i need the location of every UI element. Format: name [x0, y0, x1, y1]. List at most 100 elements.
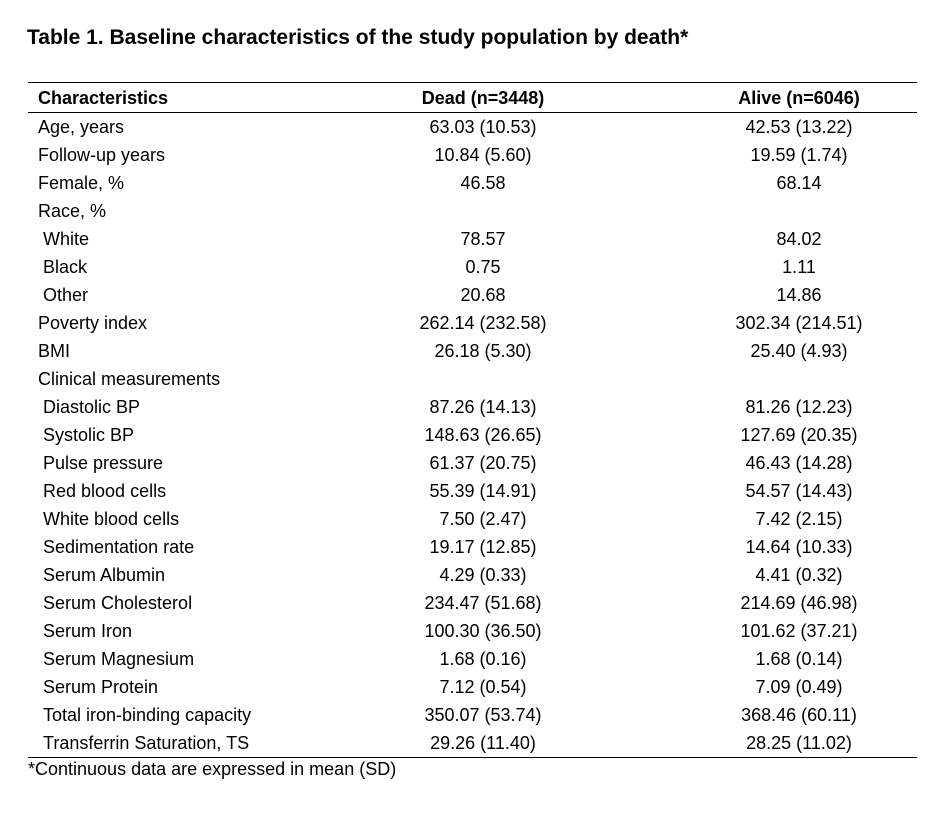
- table-body: Age, years 63.03 (10.53) 42.53 (13.22) Foll…: [28, 113, 917, 757]
- dead-value: 78.57: [460, 229, 506, 249]
- dead-value: 7.50 (2.47): [439, 509, 527, 529]
- row-label: Pulse pressure: [43, 453, 164, 473]
- table-row: Clinical measurements: [28, 365, 917, 393]
- dead-value: 55.39 (14.91): [429, 481, 537, 501]
- alive-value: 4.41 (0.32): [755, 565, 843, 585]
- dead-value: 26.18 (5.30): [434, 341, 532, 361]
- table-row: Sedimentation rate 19.17 (12.85) 14.64 (10…: [28, 533, 917, 561]
- alive-value: 214.69 (46.98): [740, 593, 858, 613]
- table-row: White 78.57 84.02: [28, 225, 917, 253]
- header-dead: Dead (n=3448): [421, 88, 545, 108]
- table-row: Poverty index 262.14 (232.58) 302.34 (214.…: [28, 309, 917, 337]
- dead-value: 10.84 (5.60): [434, 145, 532, 165]
- alive-value: 1.68 (0.14): [755, 649, 843, 669]
- table-row: Follow-up years 10.84 (5.60) 19.59 (1.74): [28, 141, 917, 169]
- table-row: Total iron-binding capacity 350.07 (53.74…: [28, 701, 917, 729]
- header-alive: Alive (n=6046): [738, 88, 860, 108]
- row-label: Serum Iron: [43, 621, 133, 641]
- row-label: Serum Cholesterol: [43, 593, 193, 613]
- table-header-rule: [28, 112, 917, 113]
- table-row: Serum Iron 100.30 (36.50) 101.62 (37.21): [28, 617, 917, 645]
- table-title: Table 1. Baseline characteristics of the…: [27, 26, 689, 49]
- dead-value: 350.07 (53.74): [424, 705, 542, 725]
- table-top-rule: [28, 82, 917, 83]
- row-label: Serum Magnesium: [43, 649, 195, 669]
- table-row: Pulse pressure 61.37 (20.75) 46.43 (14.28): [28, 449, 917, 477]
- alive-value: 302.34 (214.51): [735, 313, 863, 333]
- row-label: Total iron-binding capacity: [43, 705, 252, 725]
- dead-value: 63.03 (10.53): [429, 117, 537, 137]
- table-footnote: *Continuous data are expressed in mean (…: [28, 759, 397, 779]
- row-label: Clinical measurements: [38, 369, 221, 389]
- dead-value: 1.68 (0.16): [439, 649, 527, 669]
- alive-value: 81.26 (12.23): [745, 397, 853, 417]
- dead-value: 61.37 (20.75): [429, 453, 537, 473]
- row-label: Serum Protein: [43, 677, 159, 697]
- table-row: Systolic BP 148.63 (26.65) 127.69 (20.35): [28, 421, 917, 449]
- table-row: Race, %: [28, 197, 917, 225]
- table-row: Transferrin Saturation, TS 29.26 (11.40) 2…: [28, 729, 917, 757]
- row-label: Female, %: [38, 173, 125, 193]
- dead-value: 19.17 (12.85): [429, 537, 537, 557]
- characteristics-table: Characteristics Dead (n=3448) Alive (n=6…: [28, 82, 917, 758]
- row-label: Age, years: [38, 117, 125, 137]
- dead-value: 0.75: [465, 257, 501, 277]
- row-label: Other: [43, 285, 89, 305]
- dead-value: 234.47 (51.68): [424, 593, 542, 613]
- row-label: Red blood cells: [43, 481, 167, 501]
- table-row: Black 0.75 1.11: [28, 253, 917, 281]
- alive-value: 368.46 (60.11): [741, 705, 857, 725]
- table-row: Red blood cells 55.39 (14.91) 54.57 (14.43…: [28, 477, 917, 505]
- dead-value: 20.68: [460, 285, 506, 305]
- alive-value: 14.86: [776, 285, 822, 305]
- dead-value: 46.58: [460, 173, 506, 193]
- table-row: Serum Protein 7.12 (0.54) 7.09 (0.49): [28, 673, 917, 701]
- alive-value: 7.09 (0.49): [755, 677, 843, 697]
- table-row: Serum Magnesium 1.68 (0.16) 1.68 (0.14): [28, 645, 917, 673]
- alive-value: 7.42 (2.15): [755, 509, 843, 529]
- row-label: Transferrin Saturation, TS: [43, 733, 250, 753]
- alive-value: 42.53 (13.22): [745, 117, 853, 137]
- row-label: Poverty index: [38, 313, 148, 333]
- alive-value: 25.40 (4.93): [750, 341, 848, 361]
- header-characteristics: Characteristics: [38, 88, 169, 108]
- table-row: Diastolic BP 87.26 (14.13) 81.26 (12.23): [28, 393, 917, 421]
- alive-value: 28.25 (11.02): [746, 733, 852, 753]
- table-row: BMI 26.18 (5.30) 25.40 (4.93): [28, 337, 917, 365]
- row-label: Sedimentation rate: [43, 537, 195, 557]
- row-label: BMI: [38, 341, 71, 361]
- row-label: Black: [43, 257, 88, 277]
- alive-value: 68.14: [776, 173, 822, 193]
- dead-value: 87.26 (14.13): [429, 397, 537, 417]
- dead-value: 100.30 (36.50): [424, 621, 542, 641]
- row-label: Race, %: [38, 201, 107, 221]
- alive-value: 19.59 (1.74): [750, 145, 848, 165]
- row-label: White: [43, 229, 90, 249]
- alive-value: 101.62 (37.21): [740, 621, 858, 641]
- table-header-row: Characteristics Dead (n=3448) Alive (n=6…: [28, 83, 917, 112]
- alive-value: 1.11: [782, 257, 816, 277]
- alive-value: 14.64 (10.33): [745, 537, 853, 557]
- row-label: White blood cells: [43, 509, 180, 529]
- table-row: Age, years 63.03 (10.53) 42.53 (13.22): [28, 113, 917, 141]
- alive-value: 46.43 (14.28): [745, 453, 853, 473]
- dead-value: 4.29 (0.33): [439, 565, 527, 585]
- row-label: Systolic BP: [43, 425, 135, 445]
- table-row: White blood cells 7.50 (2.47) 7.42 (2.15): [28, 505, 917, 533]
- dead-value: 262.14 (232.58): [419, 313, 547, 333]
- table-row: Other 20.68 14.86: [28, 281, 917, 309]
- row-label: Follow-up years: [38, 145, 166, 165]
- alive-value: 84.02: [776, 229, 822, 249]
- table-bottom-rule: [28, 757, 917, 758]
- alive-value: 54.57 (14.43): [745, 481, 853, 501]
- table-row: Serum Cholesterol 234.47 (51.68) 214.69 (4…: [28, 589, 917, 617]
- row-label: Serum Albumin: [43, 565, 166, 585]
- table-row: Female, % 46.58 68.14: [28, 169, 917, 197]
- dead-value: 29.26 (11.40): [430, 733, 536, 753]
- alive-value: 127.69 (20.35): [740, 425, 858, 445]
- dead-value: 148.63 (26.65): [424, 425, 542, 445]
- row-label: Diastolic BP: [43, 397, 141, 417]
- dead-value: 7.12 (0.54): [439, 677, 527, 697]
- table-row: Serum Albumin 4.29 (0.33) 4.41 (0.32): [28, 561, 917, 589]
